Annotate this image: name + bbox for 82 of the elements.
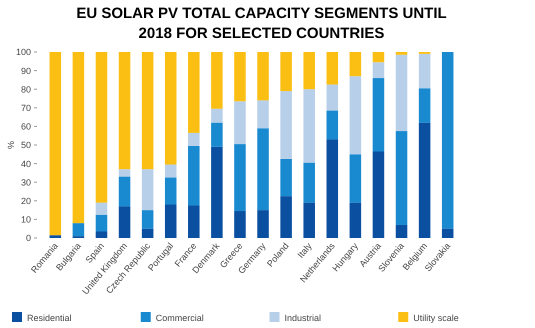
bar: [72, 52, 84, 224]
bar: [418, 88, 430, 123]
bar: [118, 169, 130, 177]
bar: [372, 52, 384, 62]
bar: [257, 52, 269, 100]
bar: [418, 54, 430, 88]
bar: [234, 101, 246, 144]
bar: [164, 52, 176, 165]
legend-label: Industrial: [284, 313, 322, 323]
bar: [142, 210, 154, 229]
y-tick-label: 10: [20, 214, 31, 225]
y-tick-label: 40: [20, 158, 31, 169]
bar: [142, 169, 154, 210]
legend-label: Residential: [27, 313, 72, 323]
bar: [350, 154, 362, 203]
bar: [372, 62, 384, 78]
bar: [234, 52, 246, 102]
bar: [372, 152, 384, 238]
bar: [72, 223, 84, 236]
bar: [396, 131, 408, 225]
bar: [96, 214, 108, 232]
bar: [350, 76, 362, 154]
y-tick-label: 30: [20, 177, 31, 188]
bar: [211, 146, 223, 238]
bar: [96, 231, 108, 238]
bar: [350, 52, 362, 76]
bar: [188, 146, 200, 206]
bar: [188, 205, 200, 238]
bar: [280, 52, 292, 92]
bar: [164, 204, 176, 238]
bar: [188, 132, 200, 146]
bar: [211, 52, 223, 109]
bar: [396, 52, 408, 55]
bar: [303, 202, 315, 238]
bar: [280, 196, 292, 238]
bar: [234, 144, 246, 212]
bar: [50, 235, 62, 238]
bar: [442, 52, 454, 229]
bar: [303, 162, 315, 203]
bar: [257, 100, 269, 128]
bar: [188, 52, 200, 133]
chart-title: EU SOLAR PV TOTAL CAPACITY SEGMENTS UNTIL 2018 FOR SELECTED COUNTRIES: [76, 5, 447, 42]
bar: [350, 202, 362, 238]
y-axis-title: %: [6, 140, 16, 150]
bar: [118, 176, 130, 206]
bar: [326, 52, 338, 85]
bar: [326, 139, 338, 238]
bar: [142, 52, 154, 170]
y-tick-label: 70: [20, 102, 31, 113]
bar: [96, 52, 108, 203]
bar: [211, 122, 223, 147]
y-tick-label: 100: [16, 47, 31, 58]
bar: [118, 206, 130, 238]
bar: [372, 78, 384, 152]
bar: [396, 54, 408, 132]
y-tick-label: 90: [20, 66, 31, 76]
bar: [142, 228, 154, 238]
bar: [257, 210, 269, 238]
bar: [396, 224, 408, 238]
bar: [303, 89, 315, 163]
bar: [257, 128, 269, 210]
bar: [280, 91, 292, 159]
y-tick-label: 20: [20, 196, 31, 206]
bar: [418, 122, 430, 238]
bar: [96, 202, 108, 215]
bar: [50, 52, 62, 236]
y-tick-label: 0: [26, 233, 31, 244]
y-tick-label: 60: [20, 122, 31, 132]
bar: [164, 164, 176, 178]
bar: [211, 108, 223, 123]
bar: [280, 158, 292, 196]
bar: [303, 52, 315, 90]
y-tick-label: 50: [20, 140, 31, 150]
bar: [442, 228, 454, 238]
bar: [118, 52, 130, 170]
bar: [326, 84, 338, 111]
bar: [234, 211, 246, 238]
y-tick-label: 80: [20, 84, 31, 94]
legend-label: Utility scale: [413, 313, 459, 323]
bar: [326, 110, 338, 140]
legend-label: Commercial: [156, 313, 204, 323]
bar: [164, 178, 176, 205]
